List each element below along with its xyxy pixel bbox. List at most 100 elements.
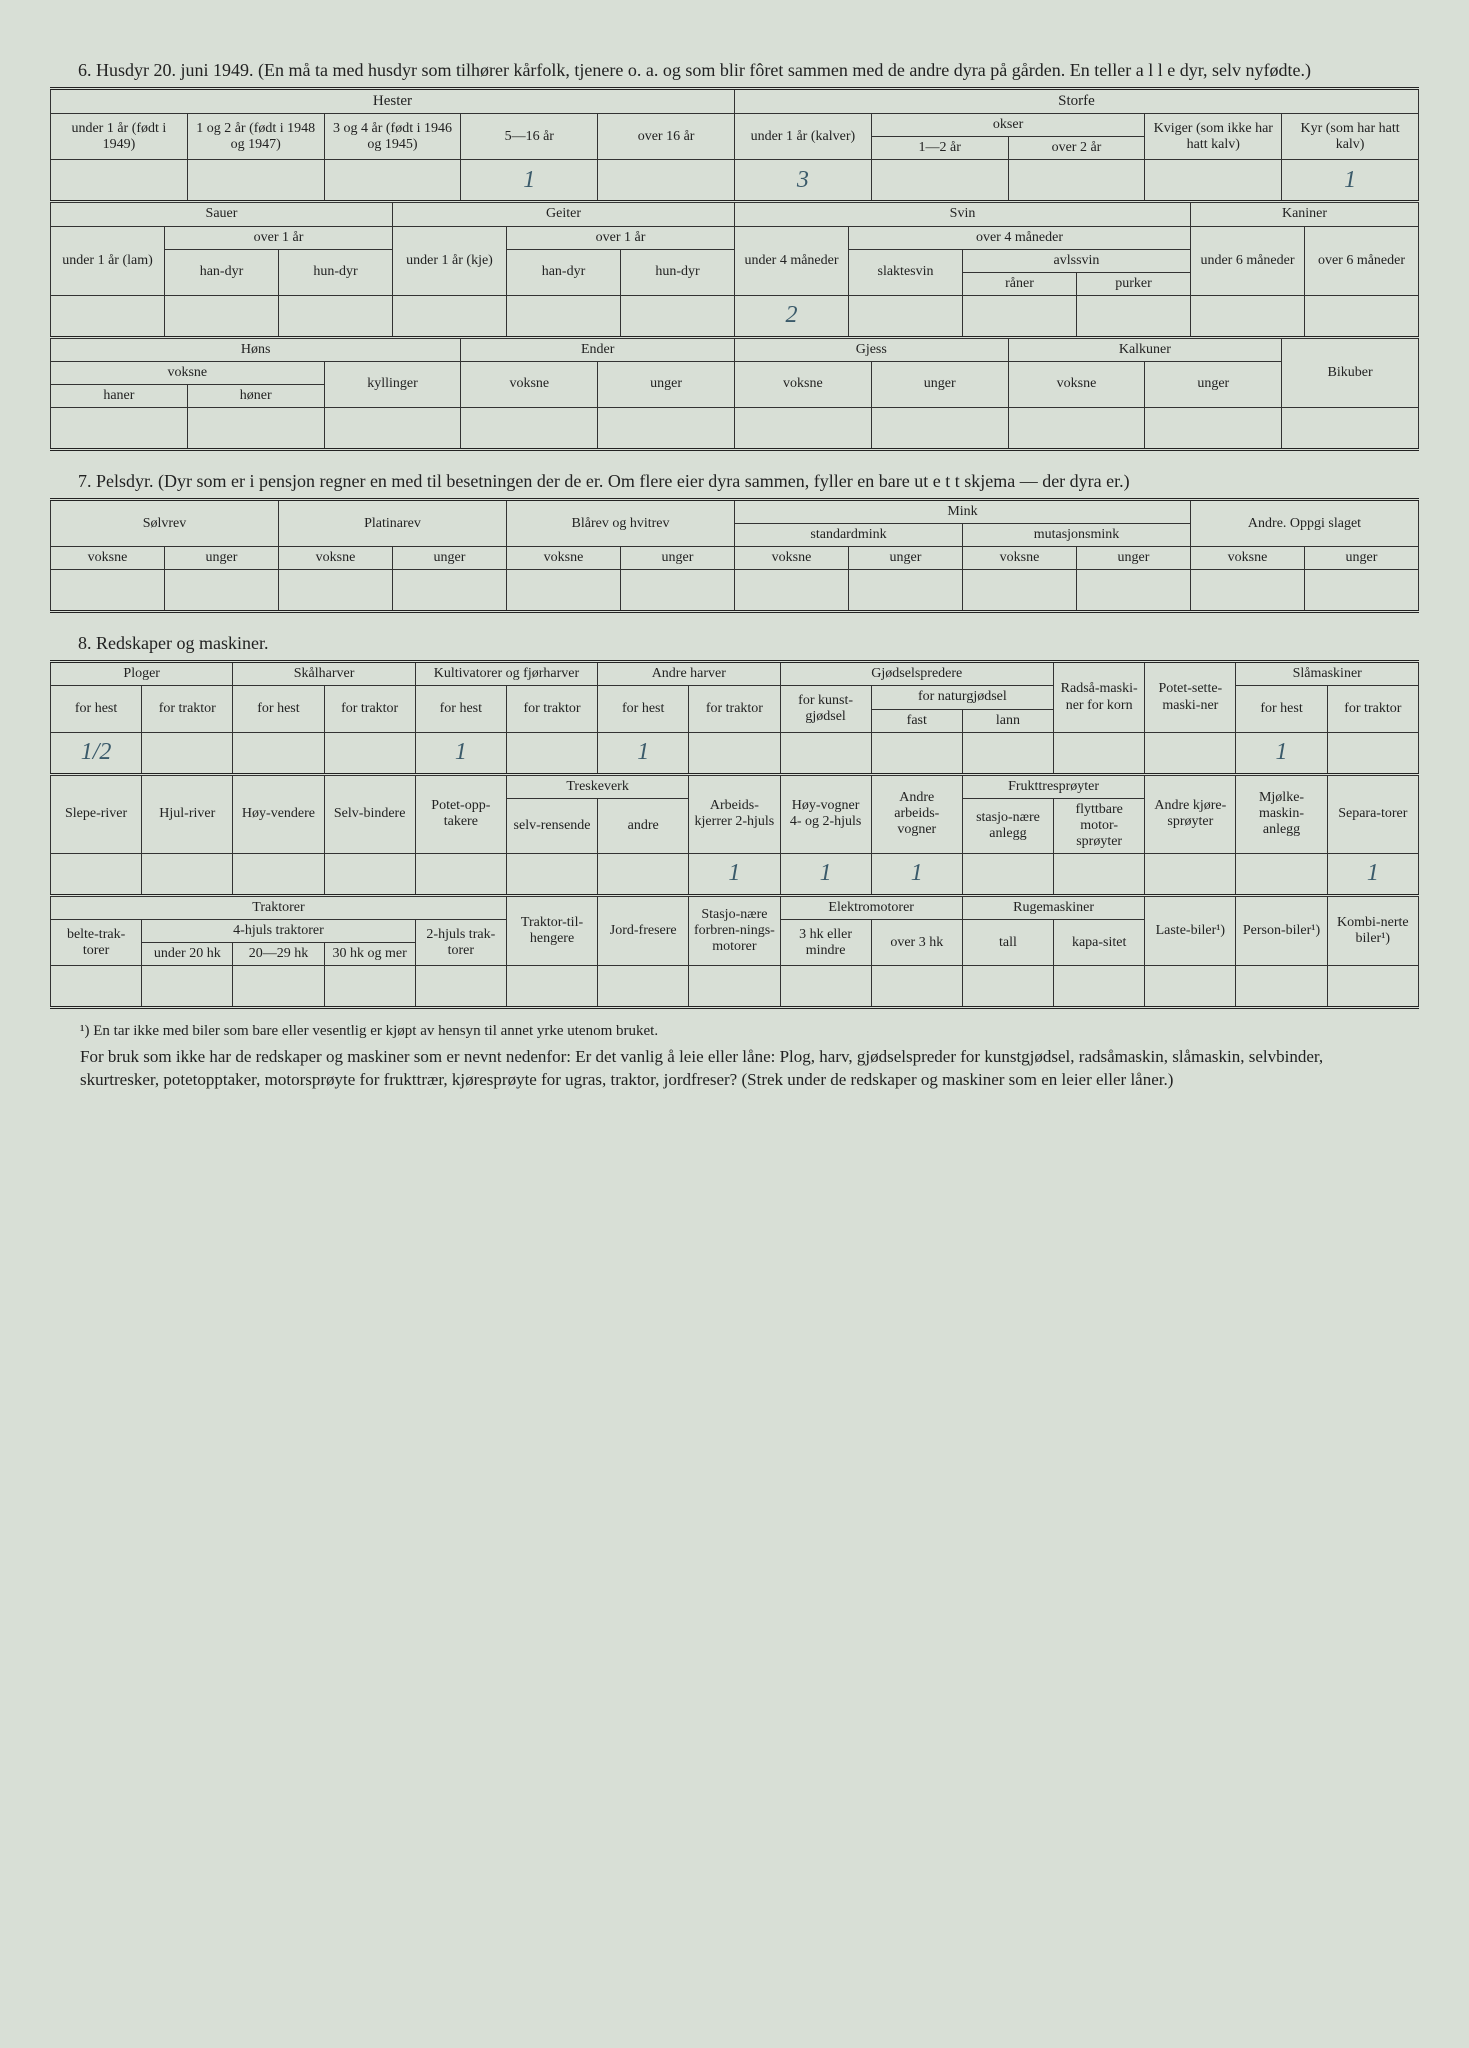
radsa: Radså-maski-ner for korn [1054,662,1145,732]
h: for hest [1236,686,1327,732]
cell: 1 [1327,854,1418,896]
cell [233,854,324,896]
cell [1145,966,1236,1008]
cell [1008,160,1145,202]
flytt: flyttbare motor-sprøyter [1054,798,1145,853]
2029: 20—29 hk [233,943,324,966]
cell [621,295,735,337]
mutmink: mutasjonsmink [963,524,1191,547]
over3: over 3 hk [871,920,962,966]
kaniner-head: Kaniner [1191,203,1419,226]
hest-col-1: under 1 år (født i 1949) [51,114,188,160]
fast: fast [871,709,962,732]
kombi: Kombi-nerte biler¹) [1327,897,1418,966]
cell [1145,732,1236,774]
cell [1236,966,1327,1008]
section-6-title: 6. Husdyr 20. juni 1949. (En må ta med h… [78,60,1419,81]
slaktesvin: slaktesvin [849,249,963,295]
hons-head: Høns [51,338,461,361]
laste: Laste-biler¹) [1145,897,1236,966]
h: voksne [279,547,393,570]
cell [187,160,324,202]
cell [735,570,849,612]
4hjuls: 4-hjuls traktorer [142,920,416,943]
ender-head: Ender [461,338,735,361]
potetopp: Potet-opp-takere [415,775,506,853]
cell [871,160,1008,202]
table-poultry: Høns Ender Gjess Kalkuner Bikuber voksne… [50,338,1419,451]
kanin-u6: under 6 måneder [1191,226,1305,295]
cell: 1 [598,732,689,774]
purker: purker [1077,272,1191,295]
okser-12: 1—2 år [871,137,1008,160]
tall: tall [962,920,1053,966]
cell-kalver: 3 [734,160,871,202]
cell [962,732,1053,774]
gjess-voksne: voksne [734,361,871,407]
platinarev: Platinarev [279,500,507,547]
cell [621,570,735,612]
cell [780,732,871,774]
cell [1327,966,1418,1008]
cell [598,408,735,450]
cell [165,570,279,612]
andre-slag: Andre. Oppgi slaget [1191,500,1419,547]
h: for traktor [506,686,597,732]
cell: 1 [415,732,506,774]
hest-col-5: over 16 år [598,114,735,160]
cell [393,570,507,612]
sauer-o1: over 1 år [165,226,393,249]
h: for traktor [324,686,415,732]
table-hester-storfe: Hester Storfe under 1 år (født i 1949) 1… [50,87,1419,203]
h: voksne [507,547,621,570]
table-sauer-geiter-svin: Sauer Geiter Svin Kaniner under 1 år (la… [50,202,1419,338]
cell [1327,732,1418,774]
table-pelsdyr: Sølvrev Platinarev Blårev og hvitrev Min… [50,498,1419,613]
okser-head: okser [871,114,1145,137]
selvrens: selv-rensende [506,798,597,853]
kalkuner-head: Kalkuner [1008,338,1282,361]
cell [324,966,415,1008]
ender-voksne: voksne [461,361,598,407]
cell [142,966,233,1008]
cell [415,854,506,896]
svin-u4: under 4 måneder [735,226,849,295]
cell [324,854,415,896]
haner: haner [51,385,188,408]
storfe-head: Storfe [734,89,1418,114]
kyllinger: kyllinger [324,361,461,407]
h: for hest [233,686,324,732]
cell [1145,408,1282,450]
lann: lann [962,709,1053,732]
cell [51,408,188,450]
cell [689,732,780,774]
sauer-hun: hun-dyr [279,249,393,295]
jord: Jord-fresere [598,897,689,966]
geit-han: han-dyr [507,249,621,295]
h: for hest [415,686,506,732]
30: 30 hk og mer [324,943,415,966]
cell [598,854,689,896]
cell [507,570,621,612]
cell [849,570,963,612]
stasjo: stasjo-nære anlegg [962,798,1053,853]
cell [51,295,165,337]
hoy: Høy-vendere [233,775,324,853]
cell-hest-516: 1 [461,160,598,202]
cell [962,854,1053,896]
gjess-unger: unger [871,361,1008,407]
cell [324,160,461,202]
ender-unger: unger [598,361,735,407]
cell: 1 [689,854,780,896]
hester-head: Hester [51,89,735,114]
section-8-title: 8. Redskaper og maskiner. [78,633,1419,654]
elektro: Elektromotorer [780,897,962,920]
raner: råner [963,272,1077,295]
ploger: Ploger [51,662,233,686]
kalk-unger: unger [1145,361,1282,407]
cell [1054,966,1145,1008]
cell [279,570,393,612]
h: unger [621,547,735,570]
solvrev: Sølvrev [51,500,279,547]
bikuber-head: Bikuber [1282,338,1419,407]
